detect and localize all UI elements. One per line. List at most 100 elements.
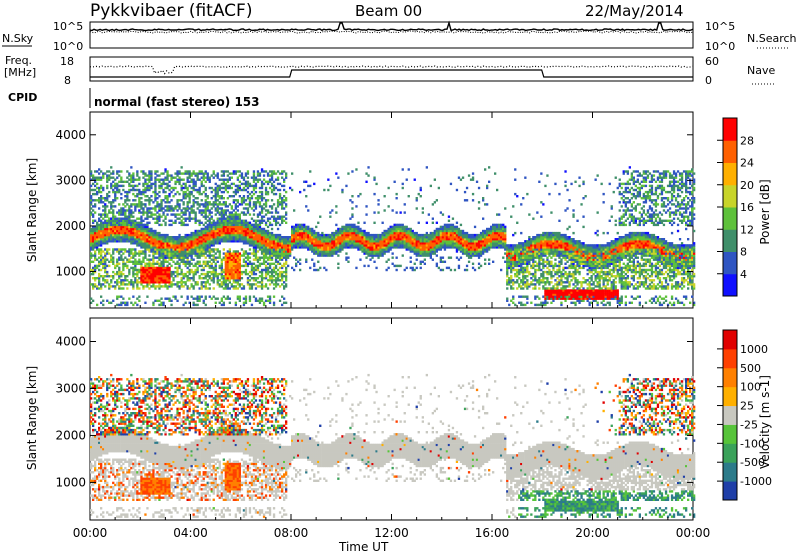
power-cell bbox=[317, 250, 320, 253]
power-cell bbox=[260, 272, 264, 276]
power-cell bbox=[90, 199, 93, 202]
power-cell bbox=[469, 240, 473, 243]
power-cell bbox=[262, 303, 266, 307]
power-cell bbox=[359, 258, 362, 261]
power-cell bbox=[162, 260, 165, 263]
power-cell bbox=[447, 215, 451, 218]
power-cell bbox=[206, 240, 209, 243]
power-cell bbox=[202, 215, 205, 218]
power-cell bbox=[146, 213, 149, 216]
power-cell bbox=[244, 256, 248, 259]
power-cell bbox=[114, 178, 117, 181]
power-cell bbox=[333, 231, 336, 235]
power-cell bbox=[92, 287, 95, 290]
power-cell bbox=[174, 295, 177, 298]
power-cell bbox=[299, 258, 302, 261]
power-cell bbox=[162, 272, 165, 276]
power-cell bbox=[214, 225, 217, 229]
power-cell bbox=[220, 258, 223, 261]
power-cell bbox=[397, 236, 400, 239]
power-cell bbox=[174, 172, 177, 175]
power-cell bbox=[256, 170, 260, 173]
power-cell bbox=[160, 201, 163, 204]
power-cell bbox=[168, 240, 171, 243]
power-cell bbox=[132, 270, 135, 274]
power-cell bbox=[164, 205, 167, 208]
power-cell bbox=[403, 238, 406, 241]
power-cell bbox=[168, 223, 171, 227]
power-cell bbox=[463, 190, 467, 194]
power-cell bbox=[266, 211, 270, 214]
power-cell bbox=[228, 270, 231, 274]
power-cell bbox=[347, 223, 350, 227]
power-cell bbox=[283, 238, 286, 241]
power-cell bbox=[178, 233, 181, 237]
power-cell bbox=[200, 238, 203, 241]
power-cell bbox=[379, 248, 382, 251]
power-cell bbox=[268, 295, 272, 298]
power-cell bbox=[403, 233, 406, 237]
power-cell bbox=[309, 170, 312, 173]
power-cell bbox=[206, 205, 209, 208]
power-cell bbox=[293, 233, 296, 237]
power-cell bbox=[228, 203, 231, 206]
power-cell bbox=[260, 205, 264, 208]
power-cell bbox=[180, 248, 183, 251]
power-cell bbox=[301, 242, 304, 245]
power-cell bbox=[341, 227, 344, 231]
power-cell bbox=[411, 248, 414, 251]
power-cell bbox=[451, 223, 455, 227]
power-cell bbox=[178, 244, 181, 247]
power-cell bbox=[331, 248, 334, 251]
power-cell bbox=[415, 250, 418, 253]
power-cell bbox=[248, 283, 252, 286]
power-cell bbox=[295, 262, 298, 265]
power-cell bbox=[274, 172, 278, 175]
power-cell bbox=[190, 283, 193, 286]
power-cell bbox=[256, 223, 260, 227]
power-cell bbox=[90, 231, 93, 235]
power-cell bbox=[355, 227, 358, 231]
power-cell bbox=[144, 211, 147, 214]
power-cell bbox=[258, 178, 262, 181]
power-cell bbox=[447, 227, 451, 231]
power-cell bbox=[407, 242, 410, 245]
power-cell bbox=[166, 240, 169, 243]
power-cell bbox=[463, 244, 467, 247]
power-cell bbox=[351, 236, 354, 239]
power-cell bbox=[291, 188, 294, 192]
power-cell bbox=[214, 231, 217, 235]
power-cell bbox=[204, 250, 207, 253]
power-cell bbox=[252, 188, 256, 192]
power-cell bbox=[457, 233, 461, 237]
power-cell bbox=[116, 283, 119, 286]
power-cell bbox=[301, 238, 304, 241]
power-cell bbox=[234, 192, 237, 196]
power-cell bbox=[98, 176, 101, 179]
power-cell bbox=[118, 217, 121, 220]
power-cell bbox=[264, 254, 268, 257]
power-cell bbox=[122, 268, 125, 272]
power-cell bbox=[100, 195, 103, 198]
power-cell bbox=[158, 279, 161, 282]
power-cell bbox=[381, 254, 384, 257]
power-cell bbox=[385, 238, 388, 241]
power-cell bbox=[387, 233, 390, 237]
power-cell bbox=[126, 238, 129, 241]
power-cell bbox=[102, 283, 105, 286]
power-cell bbox=[96, 285, 99, 288]
power-cell bbox=[409, 266, 412, 270]
power-cell bbox=[270, 174, 274, 177]
power-cell bbox=[264, 180, 268, 183]
power-cell bbox=[110, 236, 113, 239]
power-cell bbox=[178, 236, 181, 239]
power-cell bbox=[152, 303, 155, 307]
power-cell bbox=[206, 272, 209, 276]
power-cell bbox=[146, 238, 149, 241]
power-cell bbox=[228, 254, 231, 257]
power-cell bbox=[226, 275, 229, 278]
power-cell bbox=[128, 219, 131, 222]
power-cell bbox=[264, 229, 268, 233]
power-cell bbox=[114, 219, 117, 222]
power-cell bbox=[252, 236, 256, 239]
